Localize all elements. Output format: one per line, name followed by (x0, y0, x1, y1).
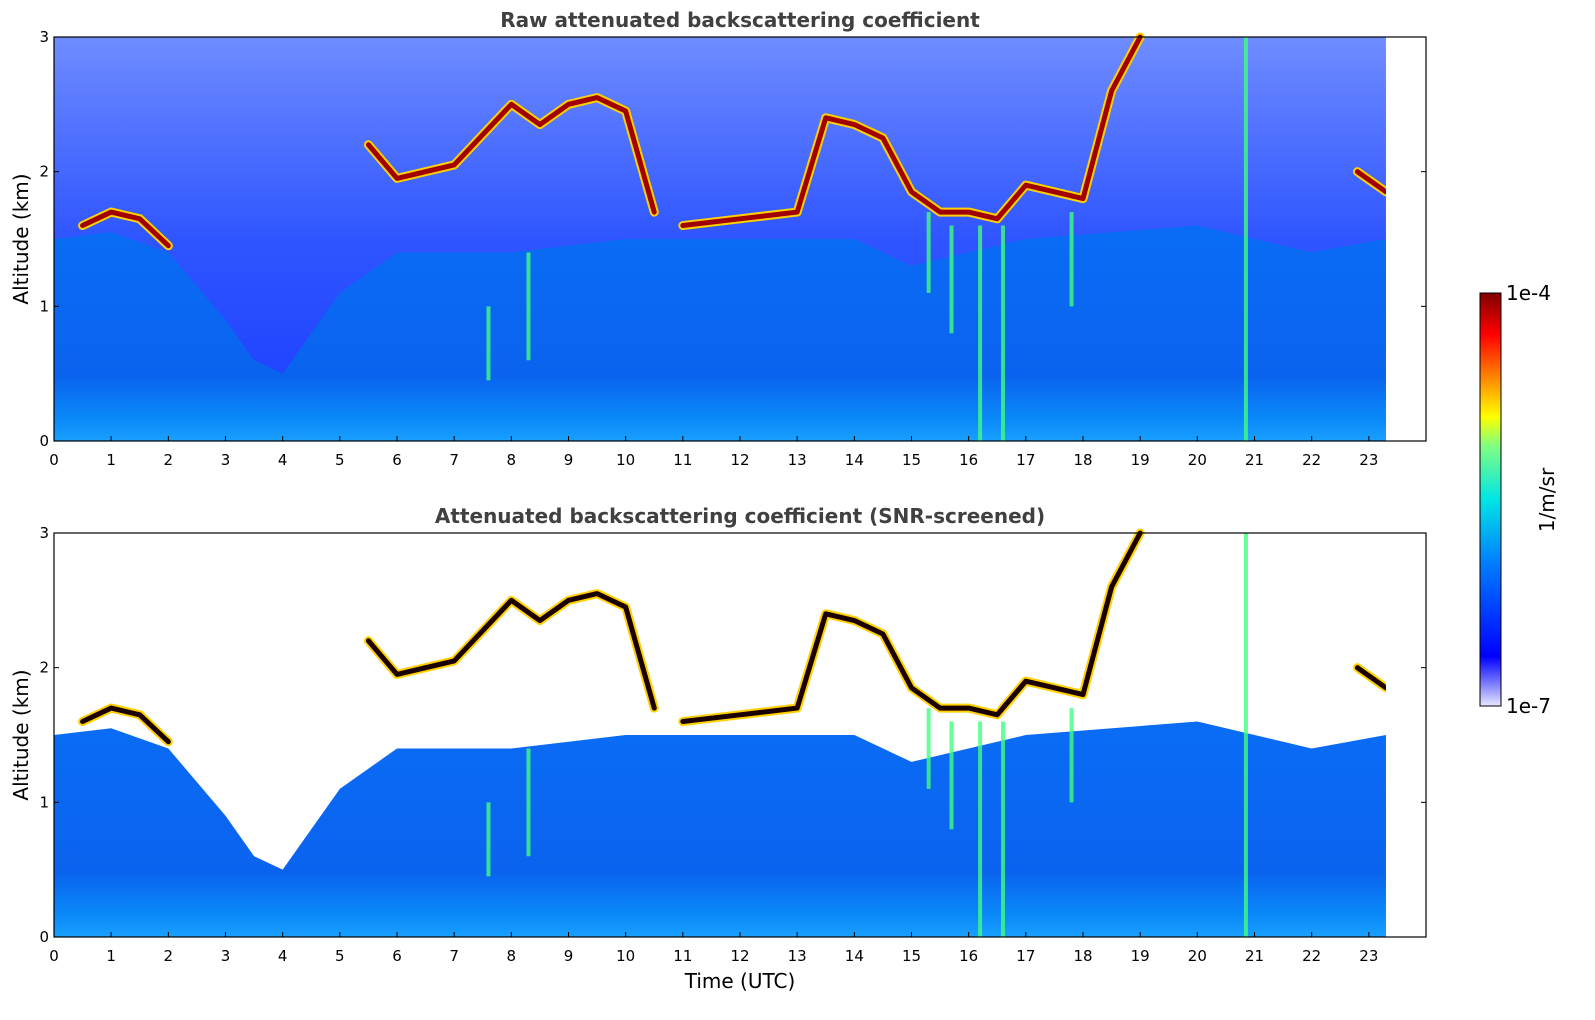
x-tick-label: 4 (278, 451, 288, 469)
heatmap-snr (54, 528, 1426, 937)
x-tick-label: 1 (106, 451, 116, 469)
colorbar-max-label: 1e-4 (1506, 281, 1551, 305)
no-data-region (1385, 37, 1426, 441)
x-axis-label: Time (UTC) (684, 969, 796, 993)
x-tick-label: 5 (335, 947, 345, 965)
x-tick-label: 8 (507, 451, 517, 469)
x-tick-label: 11 (673, 451, 692, 469)
y-tick-label: 3 (39, 524, 49, 542)
panel-raw: Raw attenuated backscattering coefficien… (9, 8, 1427, 469)
x-tick-label: 12 (730, 947, 749, 965)
x-tick-label: 2 (164, 947, 174, 965)
x-tick-label: 14 (845, 947, 864, 965)
y-tick-label: 3 (39, 28, 49, 46)
boundary-layer-region (54, 225, 1386, 441)
boundary-layer-region (54, 721, 1386, 937)
chart-title-raw: Raw attenuated backscattering coefficien… (500, 8, 980, 32)
colorbar-unit-label: 1/m/sr (1535, 467, 1559, 532)
x-tick-label: 3 (221, 947, 231, 965)
x-tick-label: 9 (564, 947, 574, 965)
x-tick-label: 10 (616, 947, 635, 965)
x-tick-label: 19 (1131, 947, 1150, 965)
x-tick-label: 17 (1016, 947, 1035, 965)
x-tick-label: 0 (49, 451, 59, 469)
x-tick-label: 16 (959, 451, 978, 469)
x-tick-label: 16 (959, 947, 978, 965)
x-tick-label: 22 (1302, 451, 1321, 469)
x-tick-label: 0 (49, 947, 59, 965)
x-tick-label: 18 (1073, 947, 1092, 965)
colorbar-min-label: 1e-7 (1506, 694, 1551, 718)
y-ticks-snr: 0 1 2 3 (39, 524, 1426, 946)
x-tick-label: 12 (730, 451, 749, 469)
cloud-layer-trace (80, 705, 171, 745)
x-tick-label: 21 (1245, 451, 1264, 469)
x-tick-label: 19 (1131, 451, 1150, 469)
y-axis-label-snr: Altitude (km) (9, 669, 33, 800)
x-tick-label: 21 (1245, 947, 1264, 965)
x-tick-label: 23 (1359, 451, 1378, 469)
cloud-layer-trace (680, 530, 1143, 725)
x-tick-label: 3 (221, 451, 231, 469)
y-axis-label-raw: Altitude (km) (9, 173, 33, 304)
x-tick-label: 14 (845, 451, 864, 469)
x-tick-label: 15 (902, 947, 921, 965)
colorbar-gradient (1479, 292, 1502, 707)
x-tick-label: 5 (335, 451, 345, 469)
y-tick-label: 0 (39, 432, 49, 450)
x-tick-label: 7 (449, 451, 459, 469)
x-tick-label: 22 (1302, 947, 1321, 965)
cloud-layer-trace (1354, 169, 1389, 195)
x-tick-label: 8 (507, 947, 517, 965)
y-ticks-raw: 0 1 2 3 (39, 28, 1426, 450)
x-tick-label: 20 (1188, 947, 1207, 965)
x-ticks-raw: 0 1 2 3 4 5 6 7 8 9 10 11 12 13 14 15 16 17 18 19 20 21 22 23 (49, 436, 1378, 469)
x-tick-label: 13 (788, 451, 807, 469)
heatmap-raw (54, 32, 1426, 441)
x-tick-label: 11 (673, 947, 692, 965)
x-tick-label: 13 (788, 947, 807, 965)
cloud-layer-trace (680, 34, 1143, 229)
chart-title-snr: Attenuated backscattering coefficient (S… (435, 504, 1045, 528)
x-tick-label: 18 (1073, 451, 1092, 469)
no-data-region (1385, 533, 1426, 937)
x-ticks-snr: 0 1 2 3 4 5 6 7 8 9 10 11 12 13 14 15 16 17 18 19 20 21 22 23 (49, 932, 1378, 965)
x-tick-label: 23 (1359, 947, 1378, 965)
y-tick-label: 2 (39, 163, 49, 181)
y-tick-label: 1 (39, 297, 49, 315)
x-tick-label: 20 (1188, 451, 1207, 469)
x-tick-label: 4 (278, 947, 288, 965)
x-tick-label: 6 (392, 451, 402, 469)
x-tick-label: 6 (392, 947, 402, 965)
panel-snr: Attenuated backscattering coefficient (S… (9, 504, 1427, 993)
y-tick-label: 0 (39, 928, 49, 946)
cloud-layer-trace (365, 95, 657, 215)
x-tick-label: 9 (564, 451, 574, 469)
x-tick-label: 2 (164, 451, 174, 469)
cloud-layer-trace (365, 591, 657, 711)
x-tick-label: 10 (616, 451, 635, 469)
x-tick-label: 1 (106, 947, 116, 965)
cloud-layer-trace (80, 209, 171, 249)
cloud-layer-trace (1354, 665, 1389, 691)
x-tick-label: 17 (1016, 451, 1035, 469)
y-tick-label: 2 (39, 659, 49, 677)
colorbar: 1e-4 1e-7 1/m/sr (1479, 281, 1559, 718)
x-tick-label: 7 (449, 947, 459, 965)
y-tick-label: 1 (39, 793, 49, 811)
x-tick-label: 15 (902, 451, 921, 469)
